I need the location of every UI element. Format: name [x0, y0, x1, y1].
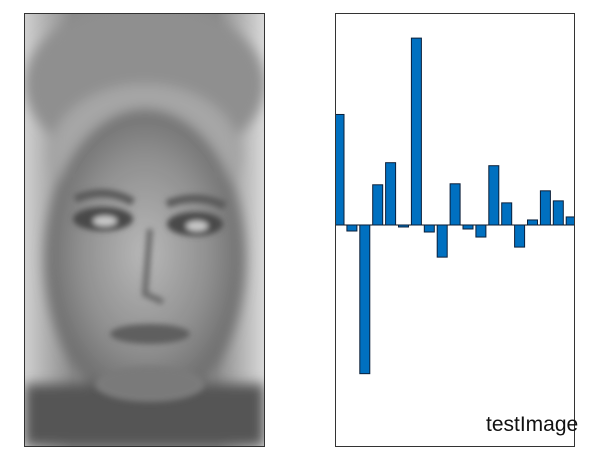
bar-16: [527, 219, 538, 226]
bar-9: [436, 224, 448, 258]
right-brow: [165, 194, 227, 210]
bar-17: [539, 190, 551, 226]
left-eye-white: [93, 216, 117, 226]
bar-8: [423, 224, 435, 233]
bar-6: [398, 224, 409, 228]
bar-chart: [335, 13, 575, 447]
bar-2: [346, 224, 358, 232]
caption-label: testImage: [486, 413, 579, 436]
bar-14: [501, 202, 513, 226]
nose: [141, 228, 165, 305]
bar-3: [359, 224, 371, 375]
left-brow: [73, 189, 135, 206]
bar-7: [410, 37, 422, 226]
right-eye-white: [186, 221, 208, 231]
mouth: [110, 324, 190, 344]
bar-1: [336, 113, 345, 226]
bar-4: [372, 184, 384, 226]
bar-5: [385, 162, 397, 226]
bar-13: [488, 165, 500, 226]
bar-15: [514, 224, 526, 248]
bar-18: [552, 200, 564, 226]
bar-12: [475, 224, 487, 238]
bar-10: [449, 183, 461, 226]
chin: [95, 366, 205, 402]
face-image: [24, 13, 265, 447]
bar-19: [565, 216, 574, 226]
bar-11: [462, 224, 474, 230]
